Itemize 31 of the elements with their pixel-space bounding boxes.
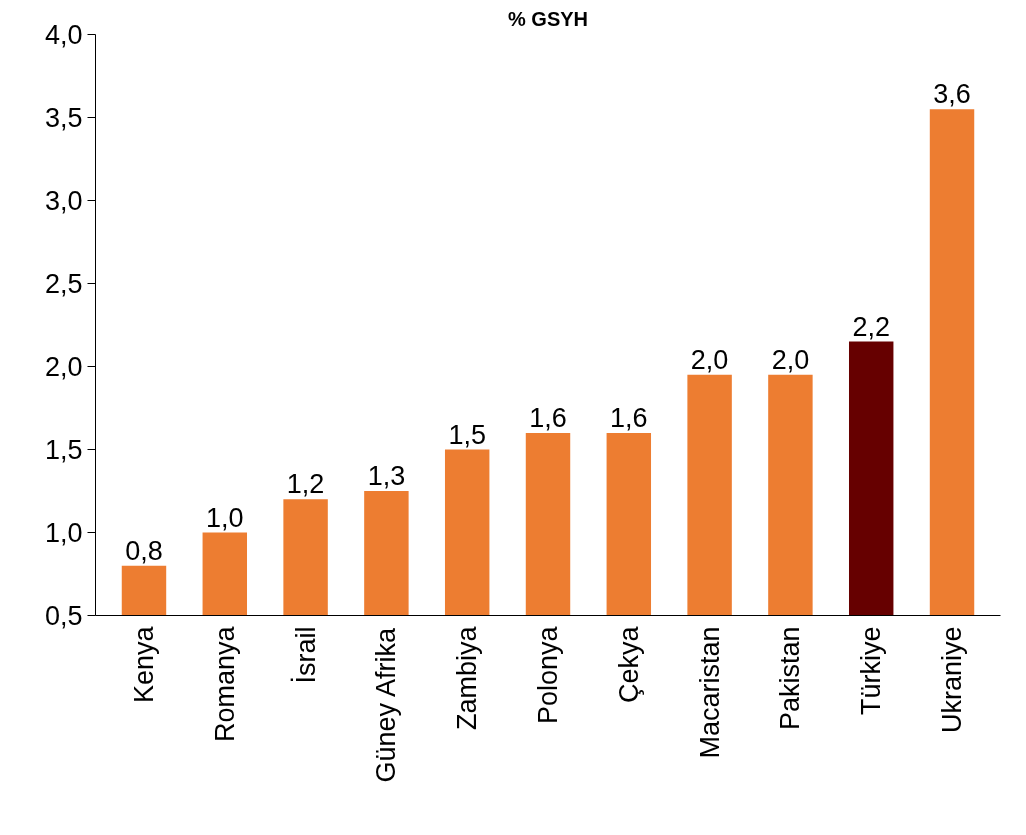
x-tick-label: Polonya xyxy=(533,625,563,725)
data-label: 2,0 xyxy=(771,344,810,375)
chart-title: % GSYH xyxy=(507,7,589,30)
x-tick-label: Pakistan xyxy=(775,626,806,731)
x-tick-label: Zambiya xyxy=(452,625,483,731)
x-tick-label: Ukraniye xyxy=(937,626,968,734)
data-label: 0,8 xyxy=(125,535,163,566)
data-label: 1,0 xyxy=(206,502,244,533)
y-tick-label: 1,5 xyxy=(44,435,83,465)
data-label: 1,2 xyxy=(286,469,325,500)
y-tick-label: 3,5 xyxy=(44,103,83,133)
data-label: 1,6 xyxy=(529,402,567,433)
y-tick-label: 3,0 xyxy=(44,186,83,216)
data-label: 3,6 xyxy=(933,79,971,110)
x-tick-label: Romanya xyxy=(209,625,240,743)
data-label: 2,2 xyxy=(852,311,890,342)
y-tick-label: 2,5 xyxy=(44,269,83,299)
data-label: 1,5 xyxy=(448,419,486,450)
data-label: 1,3 xyxy=(367,461,406,491)
y-tick-label: 1,0 xyxy=(44,518,83,548)
x-tick-label: Macaristan xyxy=(694,626,725,759)
x-tick-label: Kenya xyxy=(128,625,159,704)
y-tick-label: 4,0 xyxy=(44,20,83,50)
data-label: 2,0 xyxy=(690,344,729,375)
data-label: 1,6 xyxy=(610,402,648,433)
x-tick-label: İsrail xyxy=(289,626,321,684)
x-tick-label: Güney Afrika xyxy=(371,627,402,783)
y-tick-label: 0,5 xyxy=(44,601,83,631)
x-tick-label: Çekya xyxy=(613,625,644,704)
x-tick-label: Türkiye xyxy=(856,626,887,716)
y-tick-label: 2,0 xyxy=(44,352,83,382)
